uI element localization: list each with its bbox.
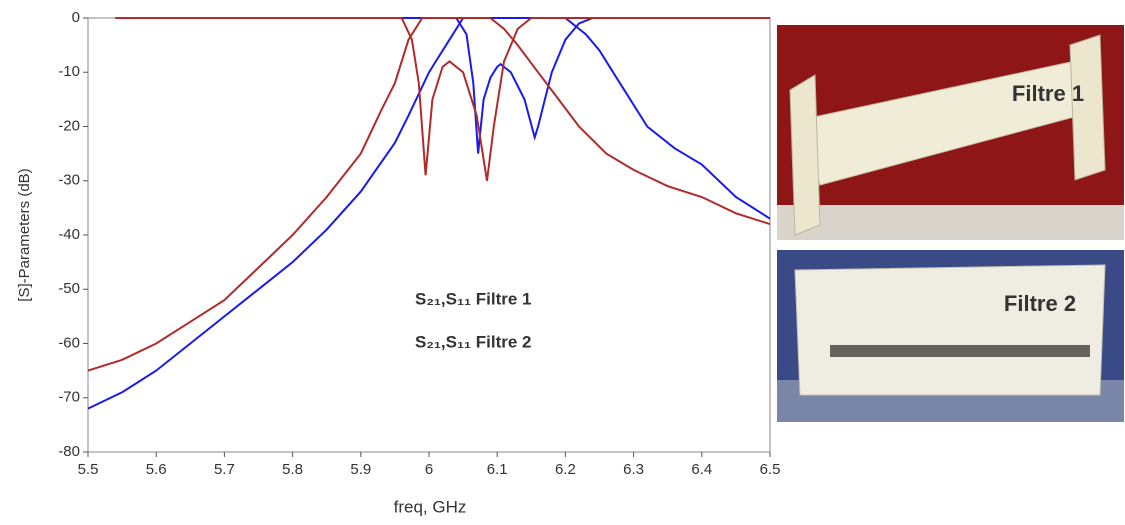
photo-label: Filtre 2 — [1004, 291, 1076, 316]
x-tick-label: 5.9 — [350, 461, 371, 478]
x-tick-label: 5.8 — [282, 461, 303, 478]
y-tick-label: -20 — [58, 117, 80, 134]
x-tick-label: 5.5 — [78, 461, 99, 478]
y-axis-label: [S]-Parameters (dB) — [16, 168, 33, 301]
y-tick-label: -40 — [58, 226, 80, 243]
legend-entry: S₂₁,S₁₁ Filtre 1 — [415, 289, 532, 308]
y-tick-label: -70 — [58, 389, 80, 406]
plot-frame — [87, 17, 771, 453]
photo-filtre-1 — [777, 25, 1124, 240]
y-tick-label: -30 — [58, 172, 80, 189]
x-tick-label: 5.6 — [146, 461, 167, 478]
y-tick-label: -50 — [58, 280, 80, 297]
legend-entry: S₂₁,S₁₁ Filtre 2 — [415, 332, 532, 351]
photo-filtre-2 — [777, 250, 1124, 422]
x-tick-label: 5.7 — [214, 461, 235, 478]
y-tick-label: -10 — [58, 63, 80, 80]
y-tick-label: -60 — [58, 334, 80, 351]
series-line — [87, 17, 771, 410]
series-line — [115, 17, 770, 154]
series-line — [87, 17, 771, 372]
photo-label: Filtre 1 — [1012, 81, 1084, 106]
x-tick-label: 6 — [425, 461, 433, 478]
x-axis-label: freq, GHz — [394, 497, 467, 516]
x-tick-label: 6.2 — [555, 461, 576, 478]
y-tick-label: -80 — [58, 443, 80, 460]
x-tick-label: 6.3 — [623, 461, 644, 478]
y-tick-label: 0 — [72, 9, 80, 26]
x-tick-label: 6.5 — [760, 461, 781, 478]
x-tick-label: 6.4 — [691, 461, 712, 478]
x-tick-label: 6.1 — [487, 461, 508, 478]
series-line — [115, 17, 770, 181]
